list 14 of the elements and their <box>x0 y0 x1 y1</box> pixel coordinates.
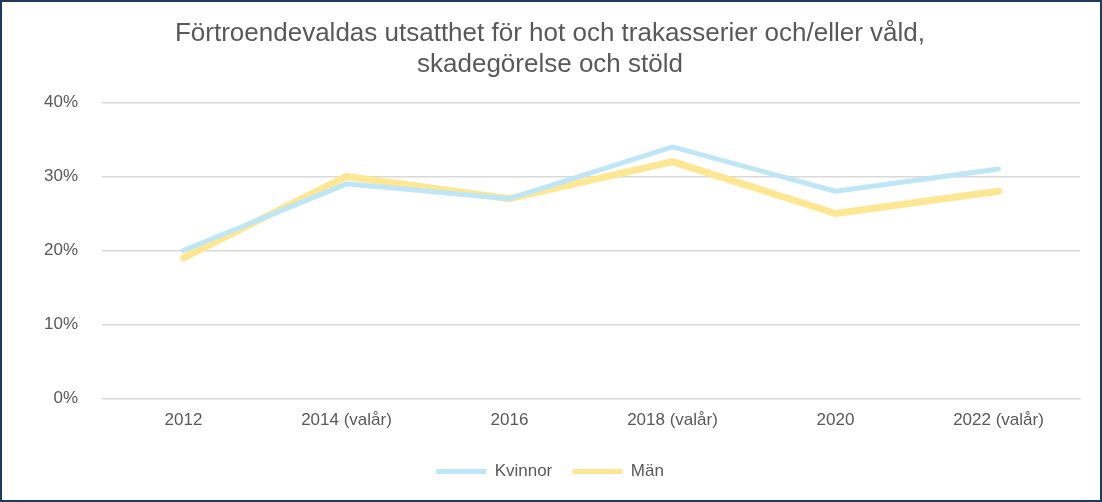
y-tick-label: 20% <box>43 240 79 260</box>
y-tick-label: 40% <box>43 92 79 112</box>
x-tick-label: 2014 (valår) <box>301 410 392 430</box>
legend-label: Män <box>630 461 664 481</box>
legend-label: Kvinnor <box>494 461 553 481</box>
x-tick-label: 2020 <box>816 410 855 430</box>
x-tick-label: 2016 <box>490 410 529 430</box>
y-tick-label: 30% <box>43 166 79 186</box>
x-tick-label: 2022 (valår) <box>953 410 1044 430</box>
y-tick-label: 10% <box>43 314 79 334</box>
x-tick-label: 2018 (valår) <box>627 410 718 430</box>
x-tick-label: 2012 <box>164 410 203 430</box>
chart-title: Förtroendevaldas utsatthet för hot och trakasserier och/eller våld, skadegörelse och stöld <box>174 16 926 78</box>
y-tick-label: 0% <box>53 388 79 408</box>
